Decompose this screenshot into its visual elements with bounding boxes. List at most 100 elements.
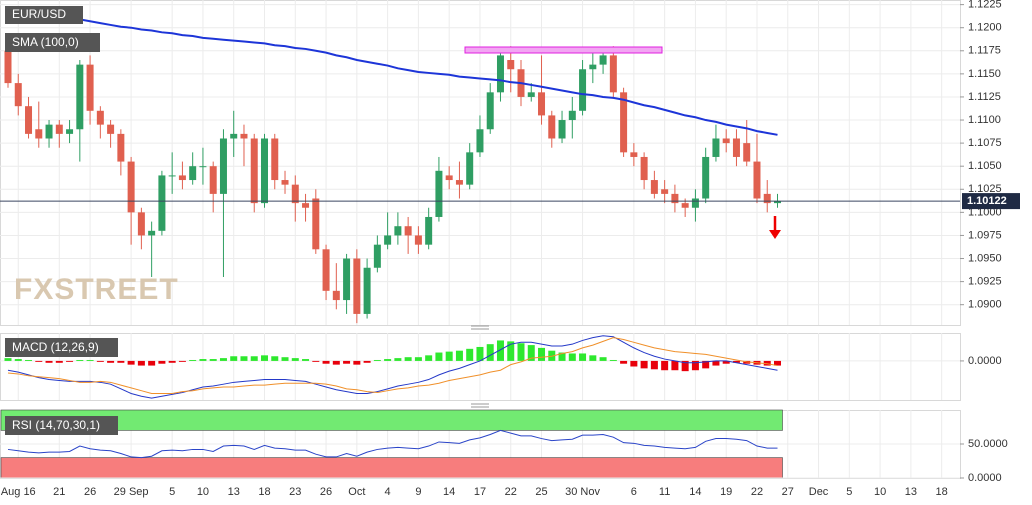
- x-tick-label: 10: [197, 486, 209, 498]
- x-tick-label: 14: [443, 486, 455, 498]
- macd-title: MACD (12,26,9): [12, 340, 99, 354]
- histogram-bar: [722, 360, 730, 364]
- candle-body: [620, 92, 628, 153]
- candle-body: [661, 189, 669, 194]
- histogram-bar: [691, 360, 699, 371]
- y-tick-label: 1.1075: [968, 137, 1002, 149]
- y-tick-label: 50.0000: [968, 438, 1008, 450]
- histogram-bar: [404, 357, 412, 361]
- x-tick-label: 26: [84, 486, 96, 498]
- y-tick-label: 1.1000: [968, 206, 1002, 218]
- histogram-bar: [127, 360, 135, 365]
- candle-body: [579, 69, 587, 111]
- histogram-bar: [774, 360, 781, 366]
- candle-body: [394, 226, 402, 236]
- plot-layer: Aug 16 21 26 29 Sep 5 10 13 18 23 26 Oct 4 9 14 17 22 25…: [0, 0, 1020, 498]
- candle-body: [732, 138, 740, 157]
- candle-body: [127, 161, 135, 213]
- candle-body: [158, 175, 166, 231]
- candle-body: [55, 124, 63, 134]
- candle-body: [671, 193, 679, 204]
- histogram-bar: [353, 360, 361, 365]
- candle-body: [753, 161, 761, 199]
- x-tick-label: 18: [936, 486, 948, 498]
- histogram-bar: [332, 360, 340, 365]
- candle-body: [291, 184, 299, 204]
- histogram-bar: [96, 360, 104, 362]
- candle-body: [538, 92, 546, 116]
- histogram-bar: [681, 360, 689, 372]
- candle-body: [322, 249, 330, 291]
- histogram-bar: [117, 360, 125, 363]
- y-tick-label: 0.0000: [968, 355, 1002, 367]
- candle-body: [373, 244, 381, 268]
- last-price-box: [962, 193, 1020, 210]
- histogram-bar: [230, 356, 238, 361]
- histogram-bar: [168, 360, 176, 363]
- histogram-bar: [650, 360, 658, 370]
- chart-title: EUR/USD: [12, 7, 66, 21]
- legend-box: [5, 33, 100, 52]
- candle-body: [250, 138, 258, 204]
- x-tick-label: 22: [751, 486, 763, 498]
- histogram-bar: [66, 360, 74, 362]
- candle-body: [681, 203, 689, 208]
- x-tick-label: 26: [320, 486, 332, 498]
- candle-body: [45, 124, 53, 139]
- x-tick-label: 23: [289, 486, 301, 498]
- histogram-bar: [609, 359, 617, 361]
- candle-body: [722, 138, 730, 144]
- histogram-bar: [240, 356, 248, 361]
- histogram-bar: [343, 360, 351, 364]
- histogram-bar: [589, 355, 597, 361]
- candle-body: [763, 193, 771, 204]
- histogram-bar: [435, 352, 443, 361]
- x-tick-label: Oct: [348, 486, 365, 498]
- candle-body: [691, 198, 699, 208]
- candle-body: [702, 156, 710, 199]
- x-tick-label: 13: [905, 486, 917, 498]
- candle-body: [281, 180, 289, 185]
- y-tick-label: 1.1175: [968, 45, 1001, 57]
- histogram-bar: [568, 353, 576, 361]
- histogram-bar: [25, 359, 33, 361]
- candle-body: [599, 55, 607, 65]
- x-tick-label: 17: [474, 486, 486, 498]
- x-tick-label: 13: [228, 486, 240, 498]
- histogram-bar: [148, 360, 156, 366]
- candle-body: [168, 175, 176, 177]
- histogram-bar: [271, 356, 279, 361]
- histogram-bar: [281, 357, 289, 361]
- y-tick-label: 1.0925: [968, 276, 1002, 288]
- candle-body: [743, 143, 751, 162]
- candle-body: [302, 203, 310, 208]
- candle-body: [445, 175, 453, 181]
- rsi-title-box: [5, 416, 118, 435]
- title-box: [5, 6, 83, 24]
- histogram-bar: [250, 356, 258, 361]
- candle-body: [568, 110, 576, 121]
- histogram-bar: [312, 360, 320, 362]
- histogram-bar: [219, 358, 227, 361]
- y-tick-label: 1.0950: [968, 252, 1002, 264]
- candle-body: [178, 175, 186, 181]
- histogram-bar: [394, 358, 402, 361]
- macd-panel-frame: [0, 333, 961, 401]
- candle-body: [435, 170, 443, 217]
- histogram-bar: [4, 358, 12, 361]
- histogram-bar: [496, 340, 504, 361]
- y-tick-label: 1.1150: [968, 68, 1001, 80]
- candle-body: [527, 92, 535, 97]
- candle-body: [137, 212, 145, 236]
- histogram-bar: [14, 359, 22, 361]
- candle-body: [558, 120, 566, 139]
- x-tick-label: 21: [53, 486, 65, 498]
- candle-body: [404, 226, 412, 236]
- watermark: FXSTREET: [14, 273, 179, 306]
- candle-body: [96, 110, 104, 125]
- candle-body: [25, 106, 33, 134]
- candle-body: [14, 83, 22, 107]
- histogram-bar: [55, 360, 63, 363]
- x-tick-label: 19: [720, 486, 732, 498]
- histogram-bar: [486, 344, 494, 361]
